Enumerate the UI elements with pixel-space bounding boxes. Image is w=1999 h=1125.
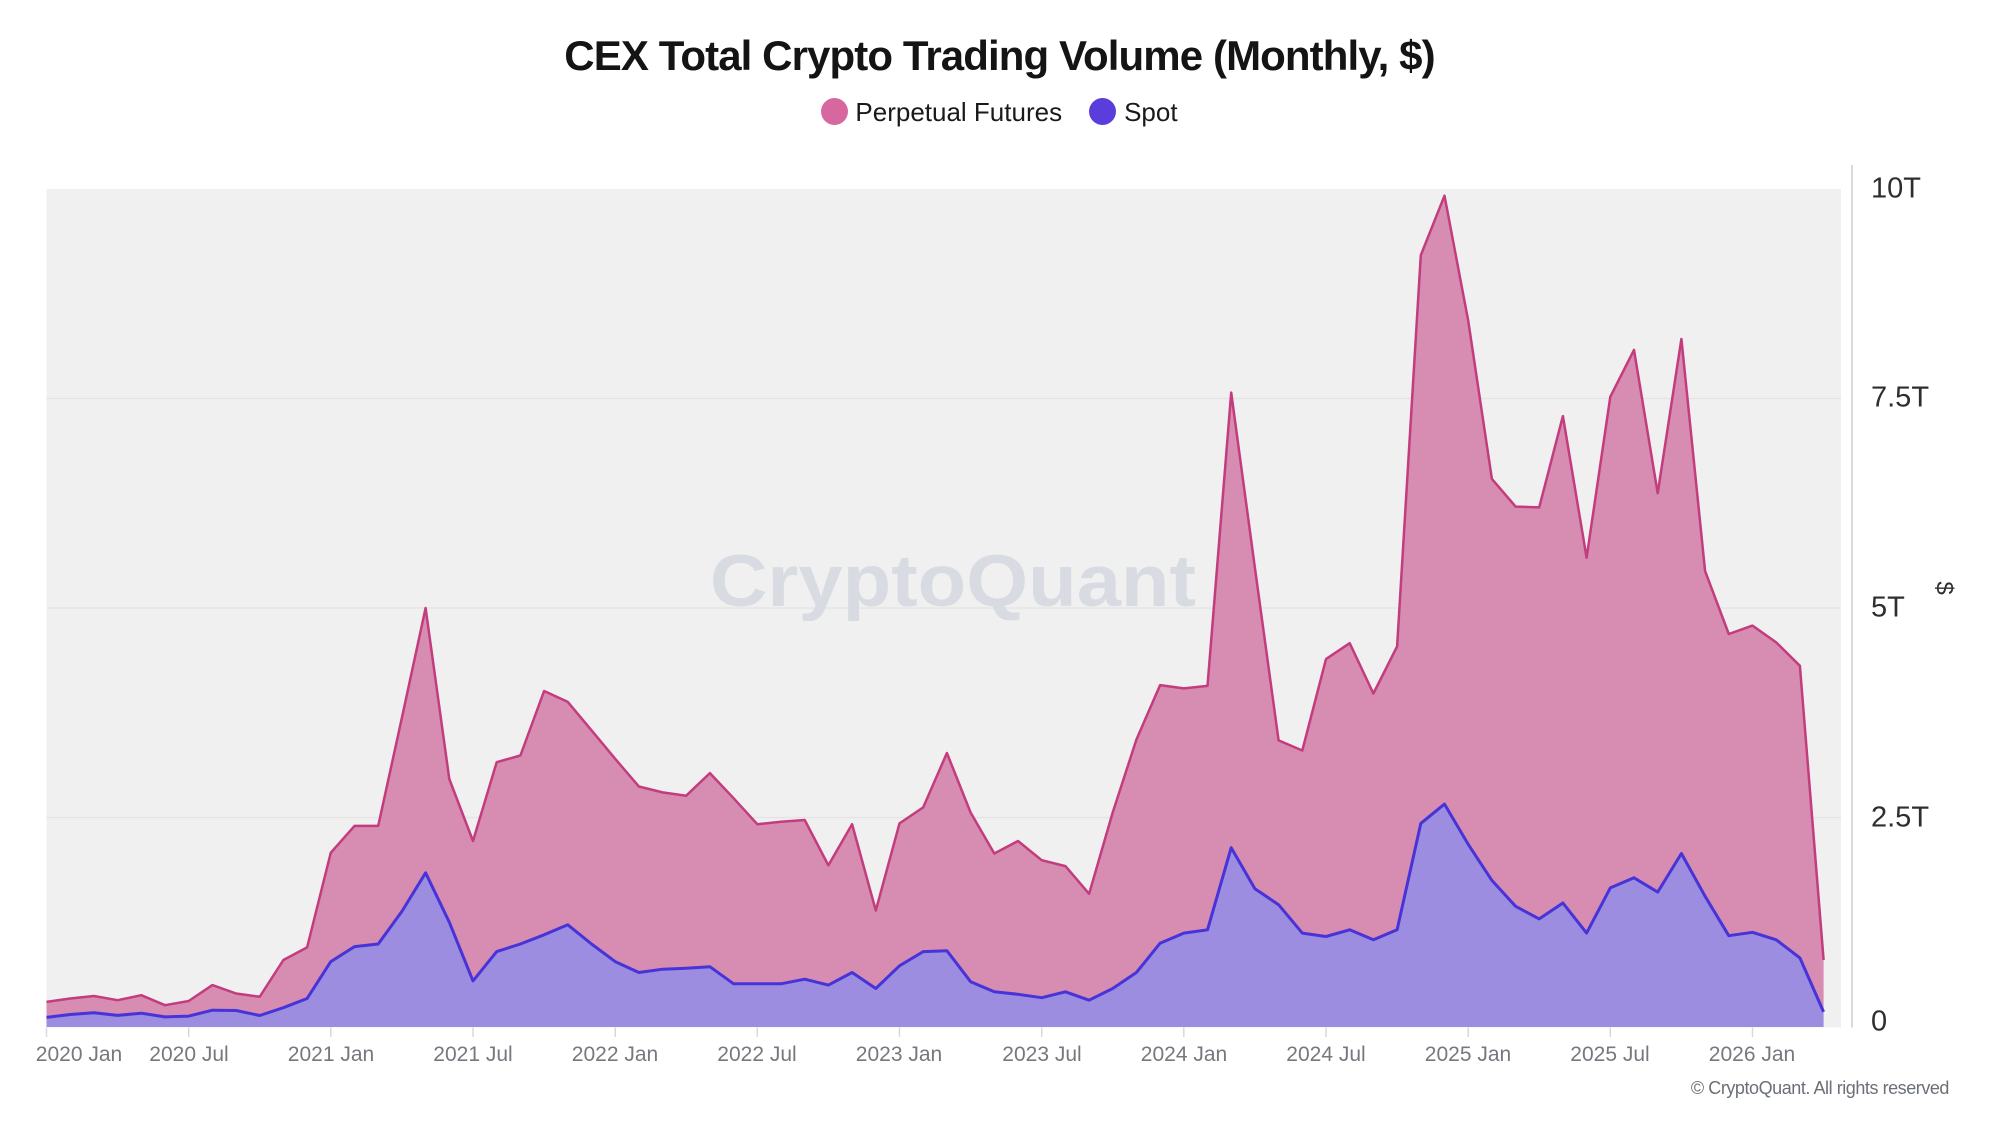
svg-text:CryptoQuant: CryptoQuant: [710, 541, 1196, 622]
